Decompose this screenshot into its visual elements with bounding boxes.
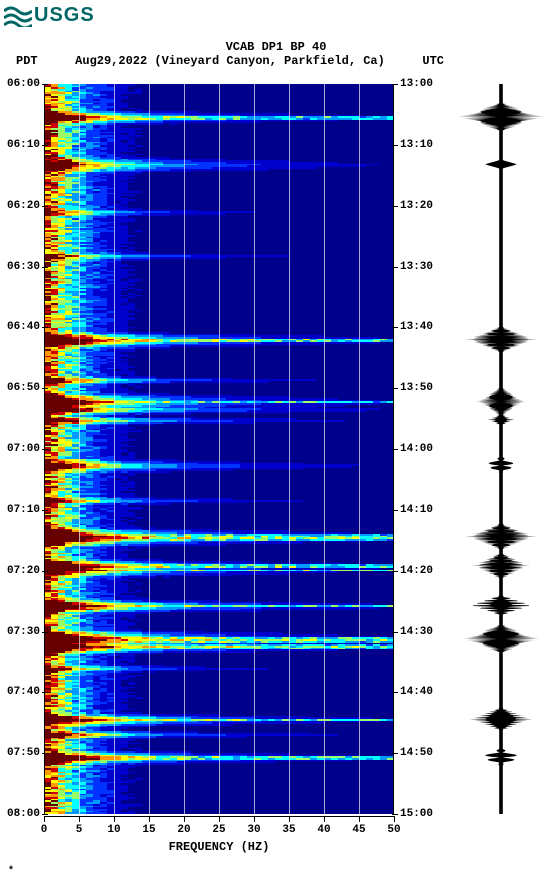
tz-right-label: UTC [422,54,444,68]
logo-text: USGS [34,4,95,27]
xaxis-label: FREQUENCY (HZ) [44,840,394,854]
chart-title: VCAB DP1 BP 40 [0,40,552,54]
yaxis-right: 13:0013:1013:2013:3013:4013:5014:0014:10… [398,84,448,814]
usgs-logo: USGS [4,4,95,27]
yaxis-left: 06:0006:1006:2006:3006:4006:5007:0007:10… [0,84,42,814]
footer-asterisk: * [8,866,14,877]
seismogram [456,84,546,814]
logo-waves-icon [4,5,32,27]
tz-left-label: PDT [16,54,38,68]
title-block: VCAB DP1 BP 40 PDT Aug29,2022 (Vineyard … [0,40,552,68]
spectrogram-plot [44,84,394,814]
xaxis: 05101520253035404550 FREQUENCY (HZ) [44,816,394,856]
date-label: Aug29,2022 (Vineyard Canyon, Parkfield, … [75,54,385,68]
